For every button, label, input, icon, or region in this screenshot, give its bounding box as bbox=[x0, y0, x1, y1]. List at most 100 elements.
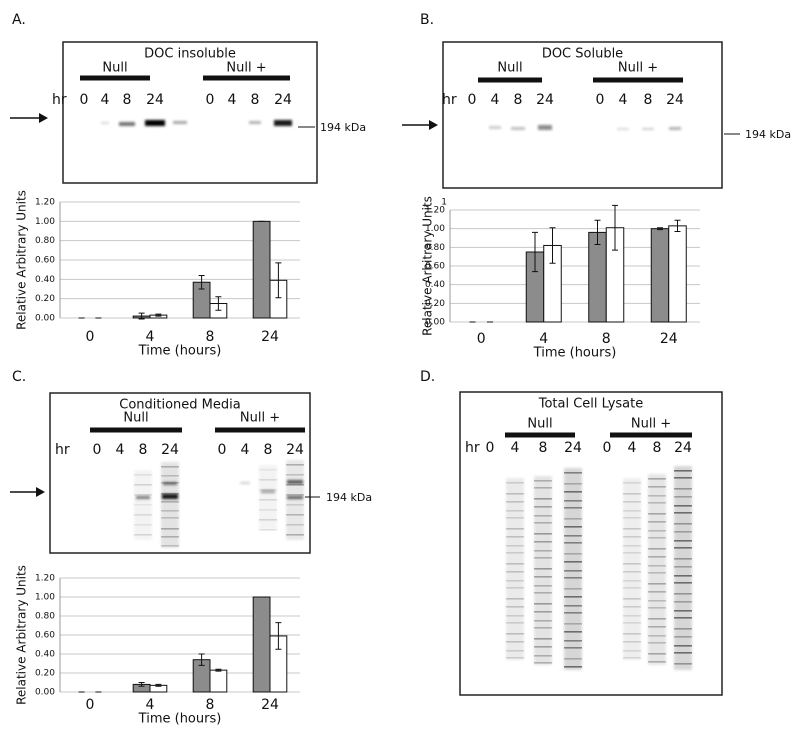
lane-smear bbox=[134, 470, 152, 540]
lane-smear bbox=[674, 466, 692, 670]
band bbox=[134, 494, 152, 496]
band bbox=[506, 536, 524, 538]
band bbox=[648, 583, 666, 585]
lane-label: 24 bbox=[161, 442, 179, 458]
y-tick-label: 0.00 bbox=[425, 318, 445, 328]
band bbox=[674, 531, 692, 533]
x-tick-label: 24 bbox=[261, 697, 279, 713]
band bbox=[623, 510, 641, 512]
band bbox=[161, 528, 179, 530]
band bbox=[648, 565, 666, 567]
band bbox=[538, 125, 552, 130]
band bbox=[623, 563, 641, 565]
x-tick-label: 4 bbox=[539, 331, 548, 347]
band bbox=[534, 480, 552, 482]
y-tick-label: 1.00 bbox=[425, 224, 445, 234]
band bbox=[648, 486, 666, 488]
band bbox=[506, 650, 524, 652]
band bbox=[506, 598, 524, 600]
band bbox=[564, 491, 582, 493]
band bbox=[674, 652, 692, 654]
band bbox=[623, 482, 641, 484]
marker-label: 194 kDa bbox=[326, 491, 372, 504]
error-bar bbox=[275, 262, 282, 299]
blot-frame bbox=[49, 392, 311, 554]
band bbox=[564, 577, 582, 579]
band bbox=[240, 482, 250, 484]
band bbox=[623, 615, 641, 617]
band bbox=[534, 611, 552, 613]
band bbox=[506, 657, 524, 659]
band bbox=[564, 570, 582, 572]
band bbox=[161, 475, 179, 477]
band bbox=[564, 542, 582, 544]
y-tick-label: 0.60 bbox=[425, 262, 445, 272]
band bbox=[286, 504, 304, 506]
band bbox=[674, 617, 692, 619]
bar bbox=[588, 231, 607, 323]
band bbox=[506, 510, 524, 512]
band bbox=[564, 588, 582, 590]
lane-smear bbox=[564, 468, 582, 670]
x-tick-label: 0 bbox=[86, 329, 95, 345]
lane-label: 8 bbox=[264, 442, 273, 458]
lane-smear bbox=[286, 460, 304, 540]
lane-label: 24 bbox=[536, 92, 554, 108]
x-tick-label: 8 bbox=[206, 329, 215, 345]
band bbox=[506, 571, 524, 573]
arrow-head bbox=[429, 120, 438, 130]
blot-frame bbox=[459, 391, 723, 696]
band bbox=[674, 488, 692, 490]
lane-label: 4 bbox=[241, 442, 250, 458]
error-bar bbox=[198, 653, 205, 666]
band bbox=[134, 524, 152, 526]
band bbox=[286, 464, 304, 466]
lane-label: 8 bbox=[539, 440, 548, 456]
band bbox=[134, 474, 152, 476]
x-axis-title: Time (hours) bbox=[533, 346, 617, 361]
error-bar bbox=[594, 219, 601, 246]
band bbox=[161, 545, 179, 547]
lane-label: 24 bbox=[564, 440, 582, 456]
band bbox=[259, 479, 277, 481]
band bbox=[506, 552, 524, 554]
error-bar bbox=[612, 204, 618, 251]
band bbox=[674, 477, 692, 479]
band bbox=[534, 557, 552, 559]
band bbox=[623, 552, 641, 554]
group-name: Null + bbox=[240, 411, 280, 426]
band bbox=[506, 517, 524, 519]
band bbox=[259, 509, 277, 511]
band bbox=[674, 547, 692, 549]
band bbox=[648, 618, 666, 620]
group-name: Null bbox=[102, 61, 127, 76]
band bbox=[259, 489, 277, 491]
x-axis-title: Time (hours) bbox=[138, 712, 222, 727]
band bbox=[564, 472, 582, 474]
band bbox=[259, 519, 277, 521]
band bbox=[674, 512, 692, 514]
error-bar bbox=[674, 219, 681, 232]
lane-label: 0 bbox=[603, 440, 612, 456]
band bbox=[134, 534, 152, 536]
band bbox=[674, 663, 692, 665]
band bbox=[134, 514, 152, 516]
band bbox=[623, 580, 641, 582]
lane-label: 8 bbox=[251, 92, 260, 108]
band bbox=[648, 653, 666, 655]
lane-label: 8 bbox=[653, 440, 662, 456]
band bbox=[648, 478, 666, 480]
band bbox=[623, 571, 641, 573]
band bbox=[674, 505, 692, 507]
band bbox=[489, 126, 501, 129]
y-tick-label: 0.60 bbox=[35, 631, 55, 641]
band bbox=[506, 493, 524, 495]
bar bbox=[668, 225, 687, 323]
band bbox=[564, 596, 582, 598]
error-bar bbox=[155, 683, 162, 687]
band bbox=[534, 498, 552, 500]
band bbox=[674, 558, 692, 560]
band bbox=[564, 612, 582, 614]
lane-label: 4 bbox=[228, 92, 237, 108]
